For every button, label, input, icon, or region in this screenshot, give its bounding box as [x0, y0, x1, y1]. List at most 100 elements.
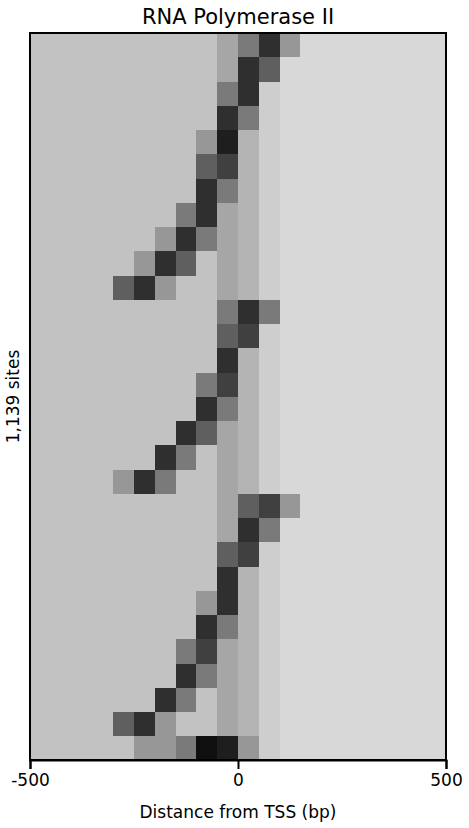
heatmap-cell — [72, 33, 93, 57]
heatmap-cell — [238, 276, 259, 300]
heatmap-cell — [134, 324, 155, 348]
heatmap-cell — [51, 251, 72, 275]
heatmap-cell — [51, 712, 72, 736]
heatmap-cell — [217, 591, 238, 615]
heatmap-cell — [72, 324, 93, 348]
heatmap-cell — [72, 82, 93, 106]
heatmap-cell — [92, 324, 113, 348]
heatmap-cell — [238, 615, 259, 639]
heatmap-cell — [72, 421, 93, 445]
heatmap-cell — [51, 276, 72, 300]
heatmap-cell — [342, 470, 363, 494]
heatmap-cell — [300, 33, 321, 57]
heatmap-cell — [384, 591, 405, 615]
heatmap-cell — [280, 300, 301, 324]
heatmap-cell — [51, 300, 72, 324]
heatmap-cell — [113, 57, 134, 81]
heatmap-cell — [30, 227, 51, 251]
heatmap-cell — [113, 373, 134, 397]
heatmap-cell — [342, 591, 363, 615]
heatmap-cell — [404, 494, 425, 518]
heatmap-cell — [321, 82, 342, 106]
heatmap-cell — [176, 615, 197, 639]
heatmap-cell — [384, 712, 405, 736]
heatmap-cell — [51, 397, 72, 421]
heatmap-cell — [51, 639, 72, 663]
heatmap-cell — [134, 57, 155, 81]
heatmap-cell — [300, 664, 321, 688]
heatmap-cell — [113, 712, 134, 736]
heatmap-cell — [134, 348, 155, 372]
heatmap-cell — [30, 615, 51, 639]
heatmap-cell — [92, 276, 113, 300]
heatmap-cell — [280, 397, 301, 421]
heatmap-cell — [384, 300, 405, 324]
heatmap-cell — [72, 348, 93, 372]
heatmap-cell — [384, 179, 405, 203]
heatmap-cell — [363, 542, 384, 566]
heatmap-cell — [134, 567, 155, 591]
heatmap-cell — [176, 470, 197, 494]
heatmap-cell — [384, 421, 405, 445]
heatmap-cell — [92, 203, 113, 227]
heatmap-cell — [238, 712, 259, 736]
heatmap-cell — [176, 542, 197, 566]
heatmap-cell — [404, 470, 425, 494]
heatmap-cell — [176, 494, 197, 518]
heatmap-cell — [259, 251, 280, 275]
heatmap-cell — [30, 300, 51, 324]
heatmap-cell — [92, 470, 113, 494]
heatmap-cell — [92, 421, 113, 445]
heatmap-cell — [363, 154, 384, 178]
heatmap-cell — [425, 130, 446, 154]
heatmap-cell — [30, 179, 51, 203]
heatmap-cell — [217, 348, 238, 372]
heatmap-cell — [238, 82, 259, 106]
heatmap-cell — [363, 348, 384, 372]
heatmap-cell — [238, 494, 259, 518]
heatmap-cell — [259, 203, 280, 227]
heatmap-cell — [404, 373, 425, 397]
heatmap-cell — [404, 276, 425, 300]
heatmap-cell — [113, 154, 134, 178]
heatmap-cell — [259, 591, 280, 615]
heatmap-cell — [300, 445, 321, 469]
heatmap-cell — [342, 179, 363, 203]
heatmap-cell — [176, 154, 197, 178]
heatmap-cell — [92, 518, 113, 542]
heatmap-cell — [363, 688, 384, 712]
heatmap-cell — [384, 276, 405, 300]
heatmap-cell — [134, 227, 155, 251]
heatmap-cell — [92, 615, 113, 639]
heatmap-cell — [92, 227, 113, 251]
heatmap-cell — [363, 470, 384, 494]
heatmap-cell — [51, 542, 72, 566]
heatmap-cell — [113, 251, 134, 275]
heatmap-cell — [155, 591, 176, 615]
heatmap-cell — [72, 179, 93, 203]
x-tick-mark — [30, 760, 32, 769]
heatmap-cell — [217, 179, 238, 203]
heatmap-cell — [134, 615, 155, 639]
heatmap-cell — [196, 445, 217, 469]
heatmap-cell — [176, 591, 197, 615]
heatmap-cell — [404, 639, 425, 663]
heatmap-cell — [176, 33, 197, 57]
heatmap-cell — [134, 445, 155, 469]
heatmap-cell — [300, 542, 321, 566]
heatmap-cell — [280, 615, 301, 639]
heatmap-cell — [342, 57, 363, 81]
heatmap-cell — [176, 348, 197, 372]
heatmap-cell — [404, 130, 425, 154]
heatmap-cell — [300, 421, 321, 445]
heatmap-cell — [217, 494, 238, 518]
heatmap-cell — [238, 106, 259, 130]
heatmap-cell — [113, 397, 134, 421]
heatmap-cell — [176, 203, 197, 227]
heatmap-cell — [72, 712, 93, 736]
heatmap-cell — [425, 421, 446, 445]
heatmap-cell — [342, 33, 363, 57]
heatmap-cell — [384, 348, 405, 372]
heatmap-cell — [72, 494, 93, 518]
heatmap-cell — [321, 591, 342, 615]
